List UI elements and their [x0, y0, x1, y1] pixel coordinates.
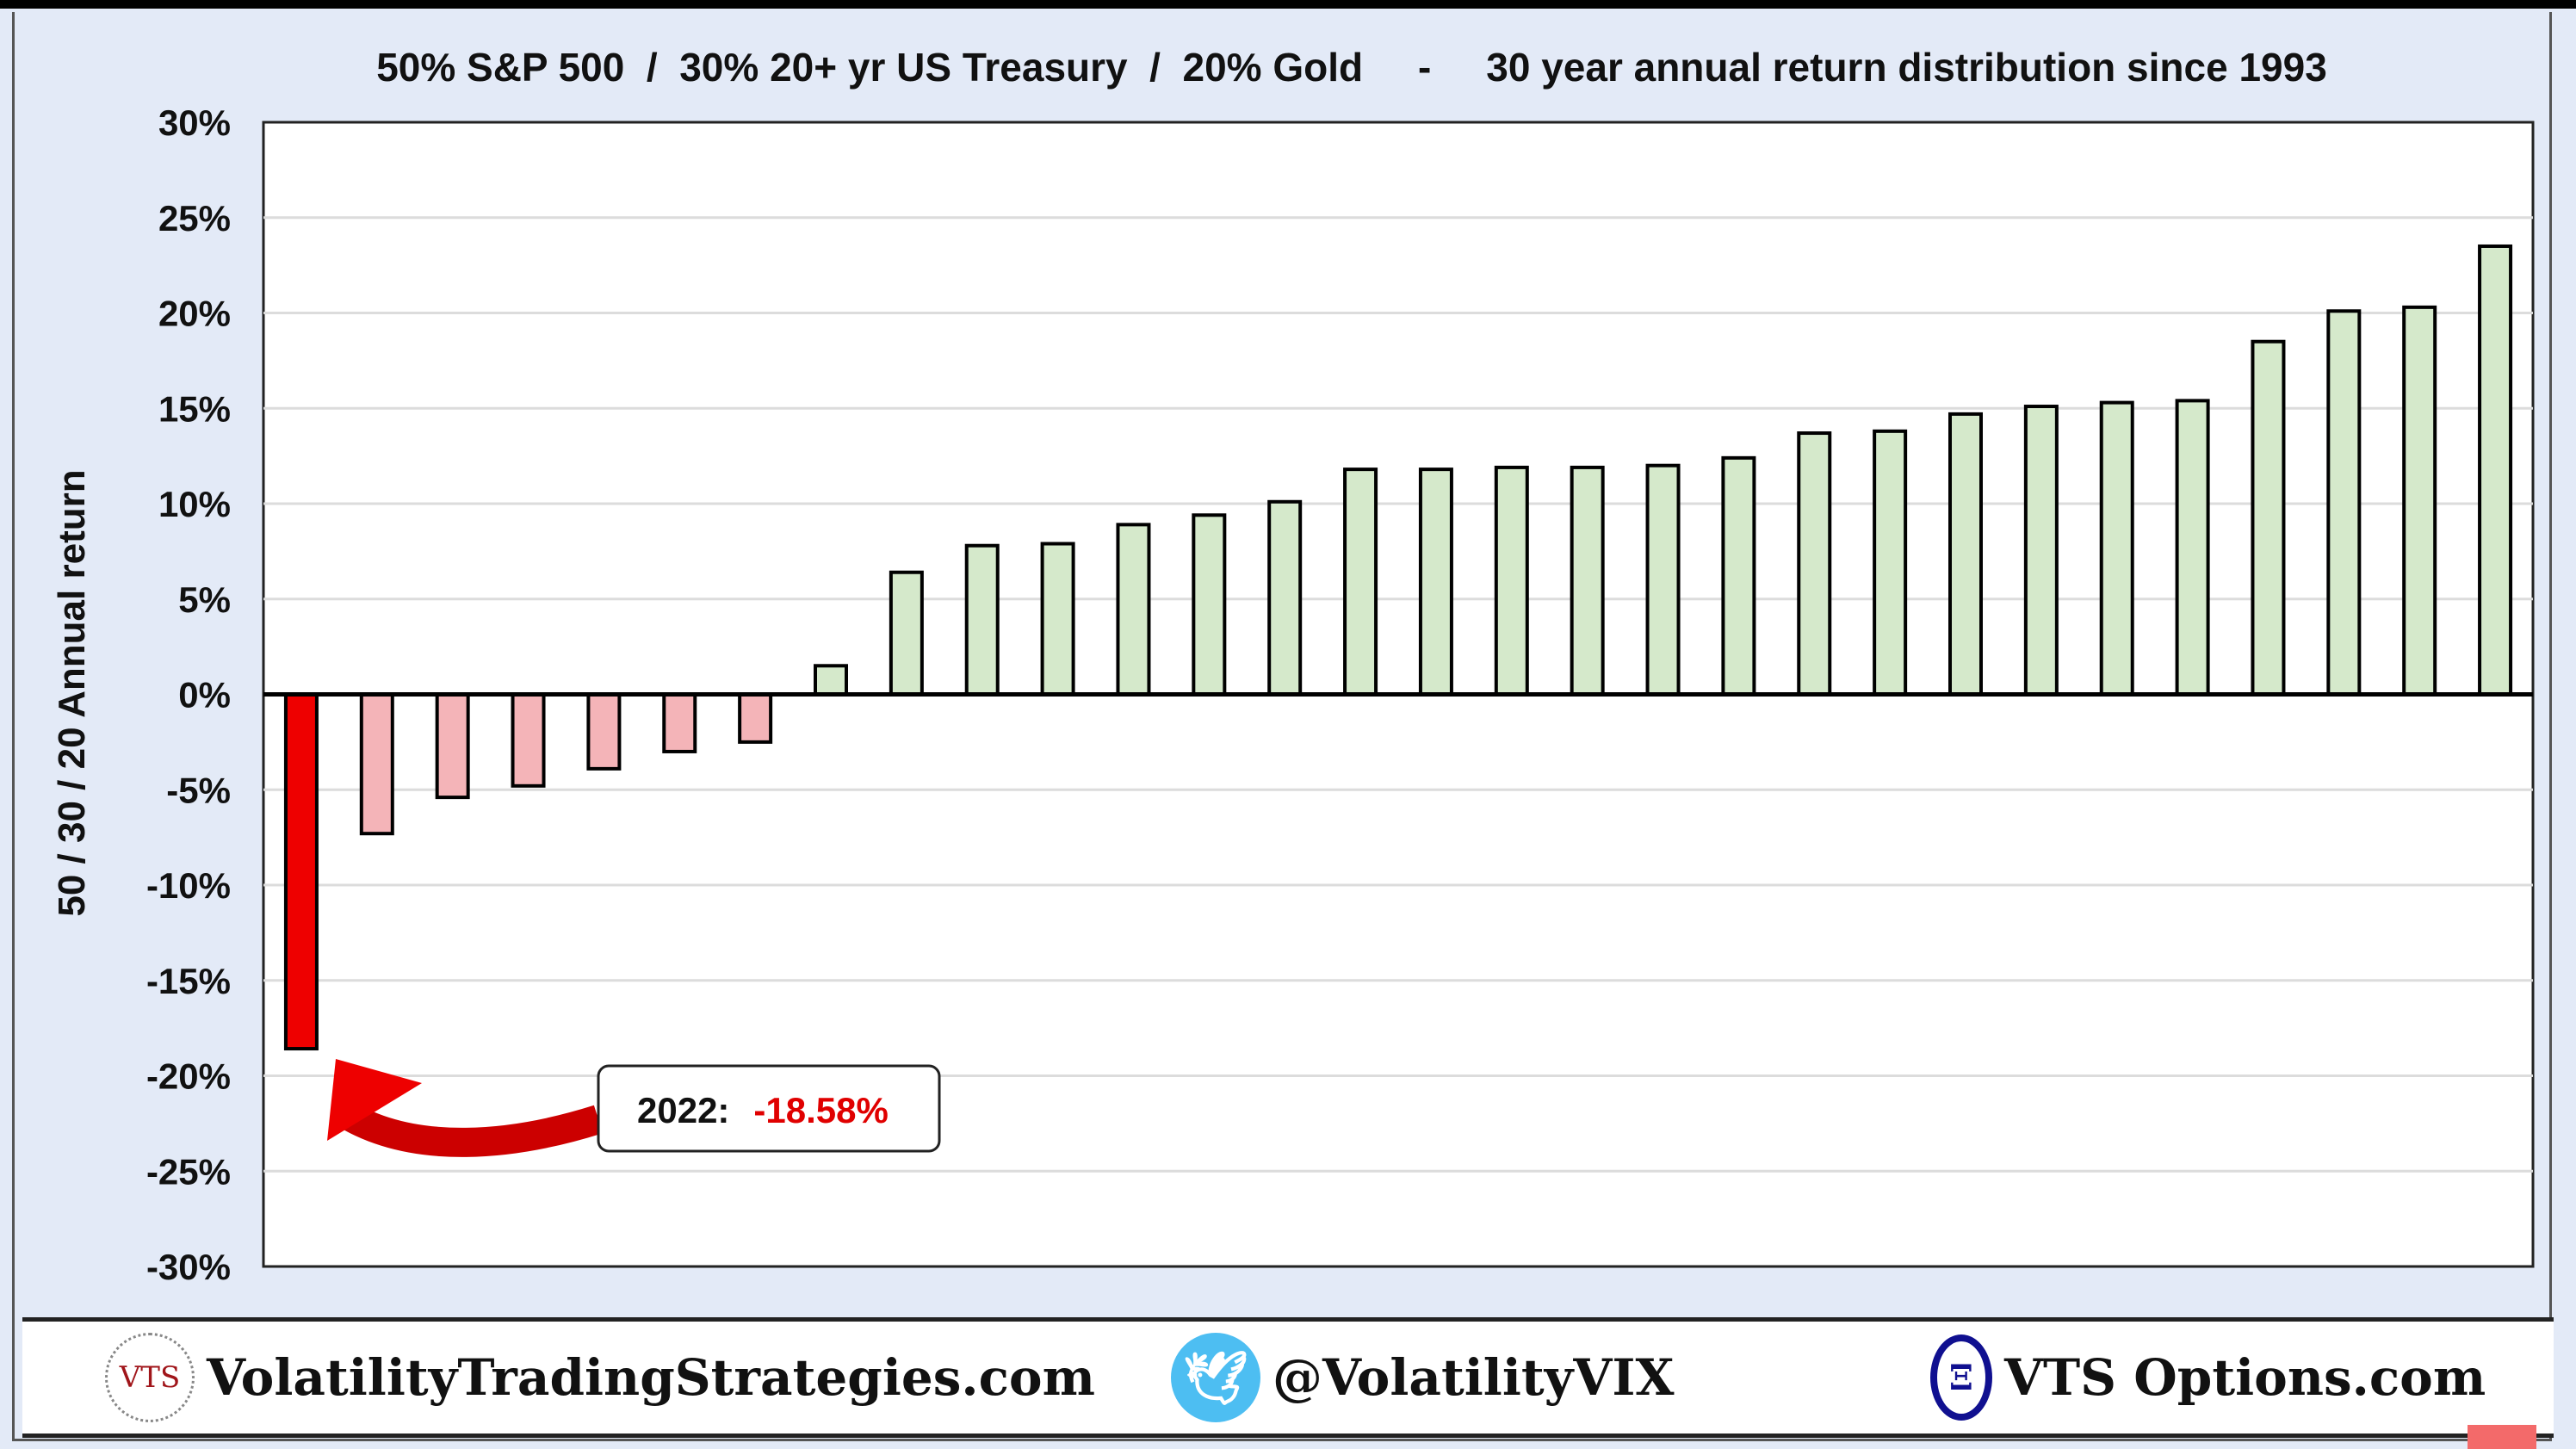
website-link[interactable]: VolatilityTradingStrategies.com: [207, 1348, 1095, 1407]
bar-16: [1418, 468, 1453, 697]
y-tick-label: 0%: [178, 675, 231, 715]
bar-24: [2023, 405, 2059, 697]
bar-14: [1267, 499, 1303, 697]
corner-marker: [2468, 1425, 2536, 1449]
bar-15: [1343, 468, 1378, 697]
y-tick-label: 5%: [178, 579, 231, 620]
footer-twitter[interactable]: 🕊 @VolatilityVIX: [1171, 1322, 1675, 1434]
bar-1: [283, 692, 319, 1051]
y-tick-label: -30%: [146, 1247, 231, 1287]
bar-12: [1116, 523, 1151, 697]
y-tick-label: 20%: [158, 294, 231, 334]
vts-logo-text: VTS: [119, 1360, 181, 1395]
y-tick-label: -15%: [146, 961, 231, 1001]
annotation-box: [597, 1064, 941, 1153]
y-tick-label: -20%: [146, 1056, 231, 1097]
y-tick-label: -5%: [166, 770, 231, 810]
y-tick-label: 10%: [158, 484, 231, 524]
bar-26: [2175, 399, 2210, 697]
annotation-arrowhead: [327, 1059, 422, 1141]
bar-21: [1797, 431, 1832, 697]
bar-7: [738, 692, 773, 744]
twitter-handle-link[interactable]: @VolatilityVIX: [1273, 1348, 1675, 1407]
vts-logo-icon: VTS: [105, 1333, 195, 1422]
slide-frame: [12, 12, 2552, 1441]
bar-6: [662, 692, 697, 753]
bar-27: [2251, 339, 2286, 697]
bar-25: [2099, 400, 2134, 697]
bar-22: [1873, 429, 1908, 697]
footer-options[interactable]: Ξ VTS Options.com: [1930, 1322, 2486, 1434]
annotation-value: -18.58%: [753, 1090, 888, 1130]
y-tick-label: 25%: [158, 198, 231, 238]
twitter-bird-icon: 🕊: [1171, 1333, 1260, 1422]
bar-17: [1494, 465, 1529, 697]
y-tick-label: -25%: [146, 1151, 231, 1192]
theta-logo-icon: Ξ: [1930, 1334, 1992, 1421]
bar-20: [1721, 455, 1756, 697]
bar-13: [1192, 513, 1227, 697]
bar-2: [359, 692, 394, 836]
chart-title: 50% S&P 500 / 30% 20+ yr US Treasury / 2…: [376, 45, 2327, 90]
bar-9: [889, 570, 924, 697]
bar-19: [1645, 463, 1681, 697]
top-border: [0, 0, 2576, 9]
options-site-link[interactable]: VTS Options.com: [2004, 1348, 2486, 1407]
y-tick-label: -10%: [146, 865, 231, 906]
y-axis-title: 50 / 30 / 20 Annual return: [51, 469, 93, 916]
bar-29: [2402, 305, 2437, 697]
y-tick-label: 30%: [158, 102, 231, 143]
y-tick-label: 15%: [158, 388, 231, 429]
bar-3: [435, 692, 470, 800]
bar-11: [1040, 542, 1075, 697]
annotation-year: 2022:: [637, 1090, 729, 1130]
bar-8: [814, 664, 848, 697]
bar-30: [2478, 244, 2513, 697]
annotation-arrow: [331, 1098, 604, 1157]
bar-18: [1570, 465, 1605, 697]
bar-4: [511, 692, 546, 788]
bar-5: [586, 692, 622, 771]
footer-banner: VTS VolatilityTradingStrategies.com 🕊 @V…: [22, 1317, 2554, 1438]
annotation-callout: 2022: -18.58%: [637, 1090, 889, 1130]
footer-website[interactable]: VTS VolatilityTradingStrategies.com: [105, 1322, 1095, 1434]
bar-23: [1948, 412, 1983, 697]
bar-28: [2326, 309, 2362, 697]
bar-10: [964, 543, 1000, 697]
